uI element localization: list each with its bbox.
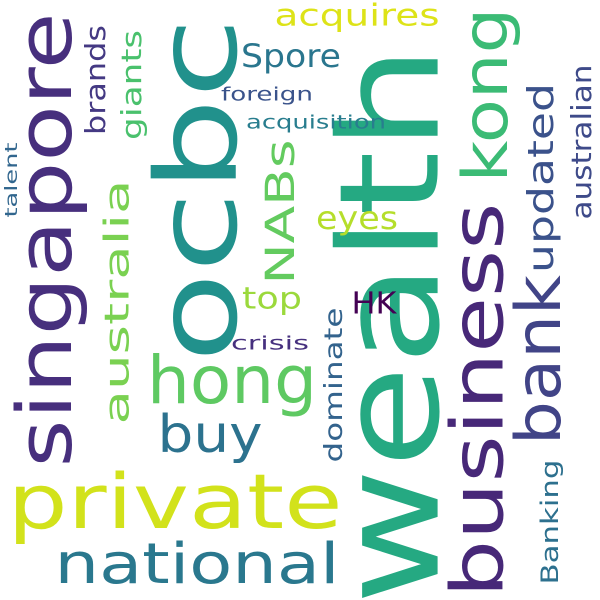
word-private: private [8, 457, 343, 546]
word-business: business [436, 203, 520, 598]
word-spore: Spore [241, 37, 341, 75]
word-acquisition: acquisition [246, 112, 386, 134]
word-hong: hong [147, 342, 317, 419]
word-wealth: wealth [310, 45, 471, 600]
word-nabs: NABs [258, 140, 304, 285]
word-australian: australian [565, 65, 598, 220]
word-giants: giants [115, 30, 148, 140]
word-ocbc: ocbc [133, 18, 263, 363]
word-banking: Banking [536, 460, 564, 585]
word-brands: brands [79, 25, 112, 135]
word-hk: HK [352, 287, 398, 322]
word-singapore: singapore [0, 13, 89, 468]
word-eyes: eyes [316, 199, 398, 237]
word-bank: bank [502, 275, 575, 445]
word-national: national [55, 532, 340, 597]
word-top: top [242, 282, 302, 317]
word-talent: talent [2, 142, 22, 217]
word-australia: australia [98, 180, 138, 425]
word-acquires: acquires [275, 0, 440, 34]
word-foreign: foreign [221, 84, 313, 106]
word-kong: kong [449, 8, 522, 183]
word-crisis: crisis [231, 333, 309, 355]
word-updated: updated [521, 83, 562, 273]
word-buy: buy [158, 405, 263, 465]
word-dominate: dominate [319, 308, 348, 463]
